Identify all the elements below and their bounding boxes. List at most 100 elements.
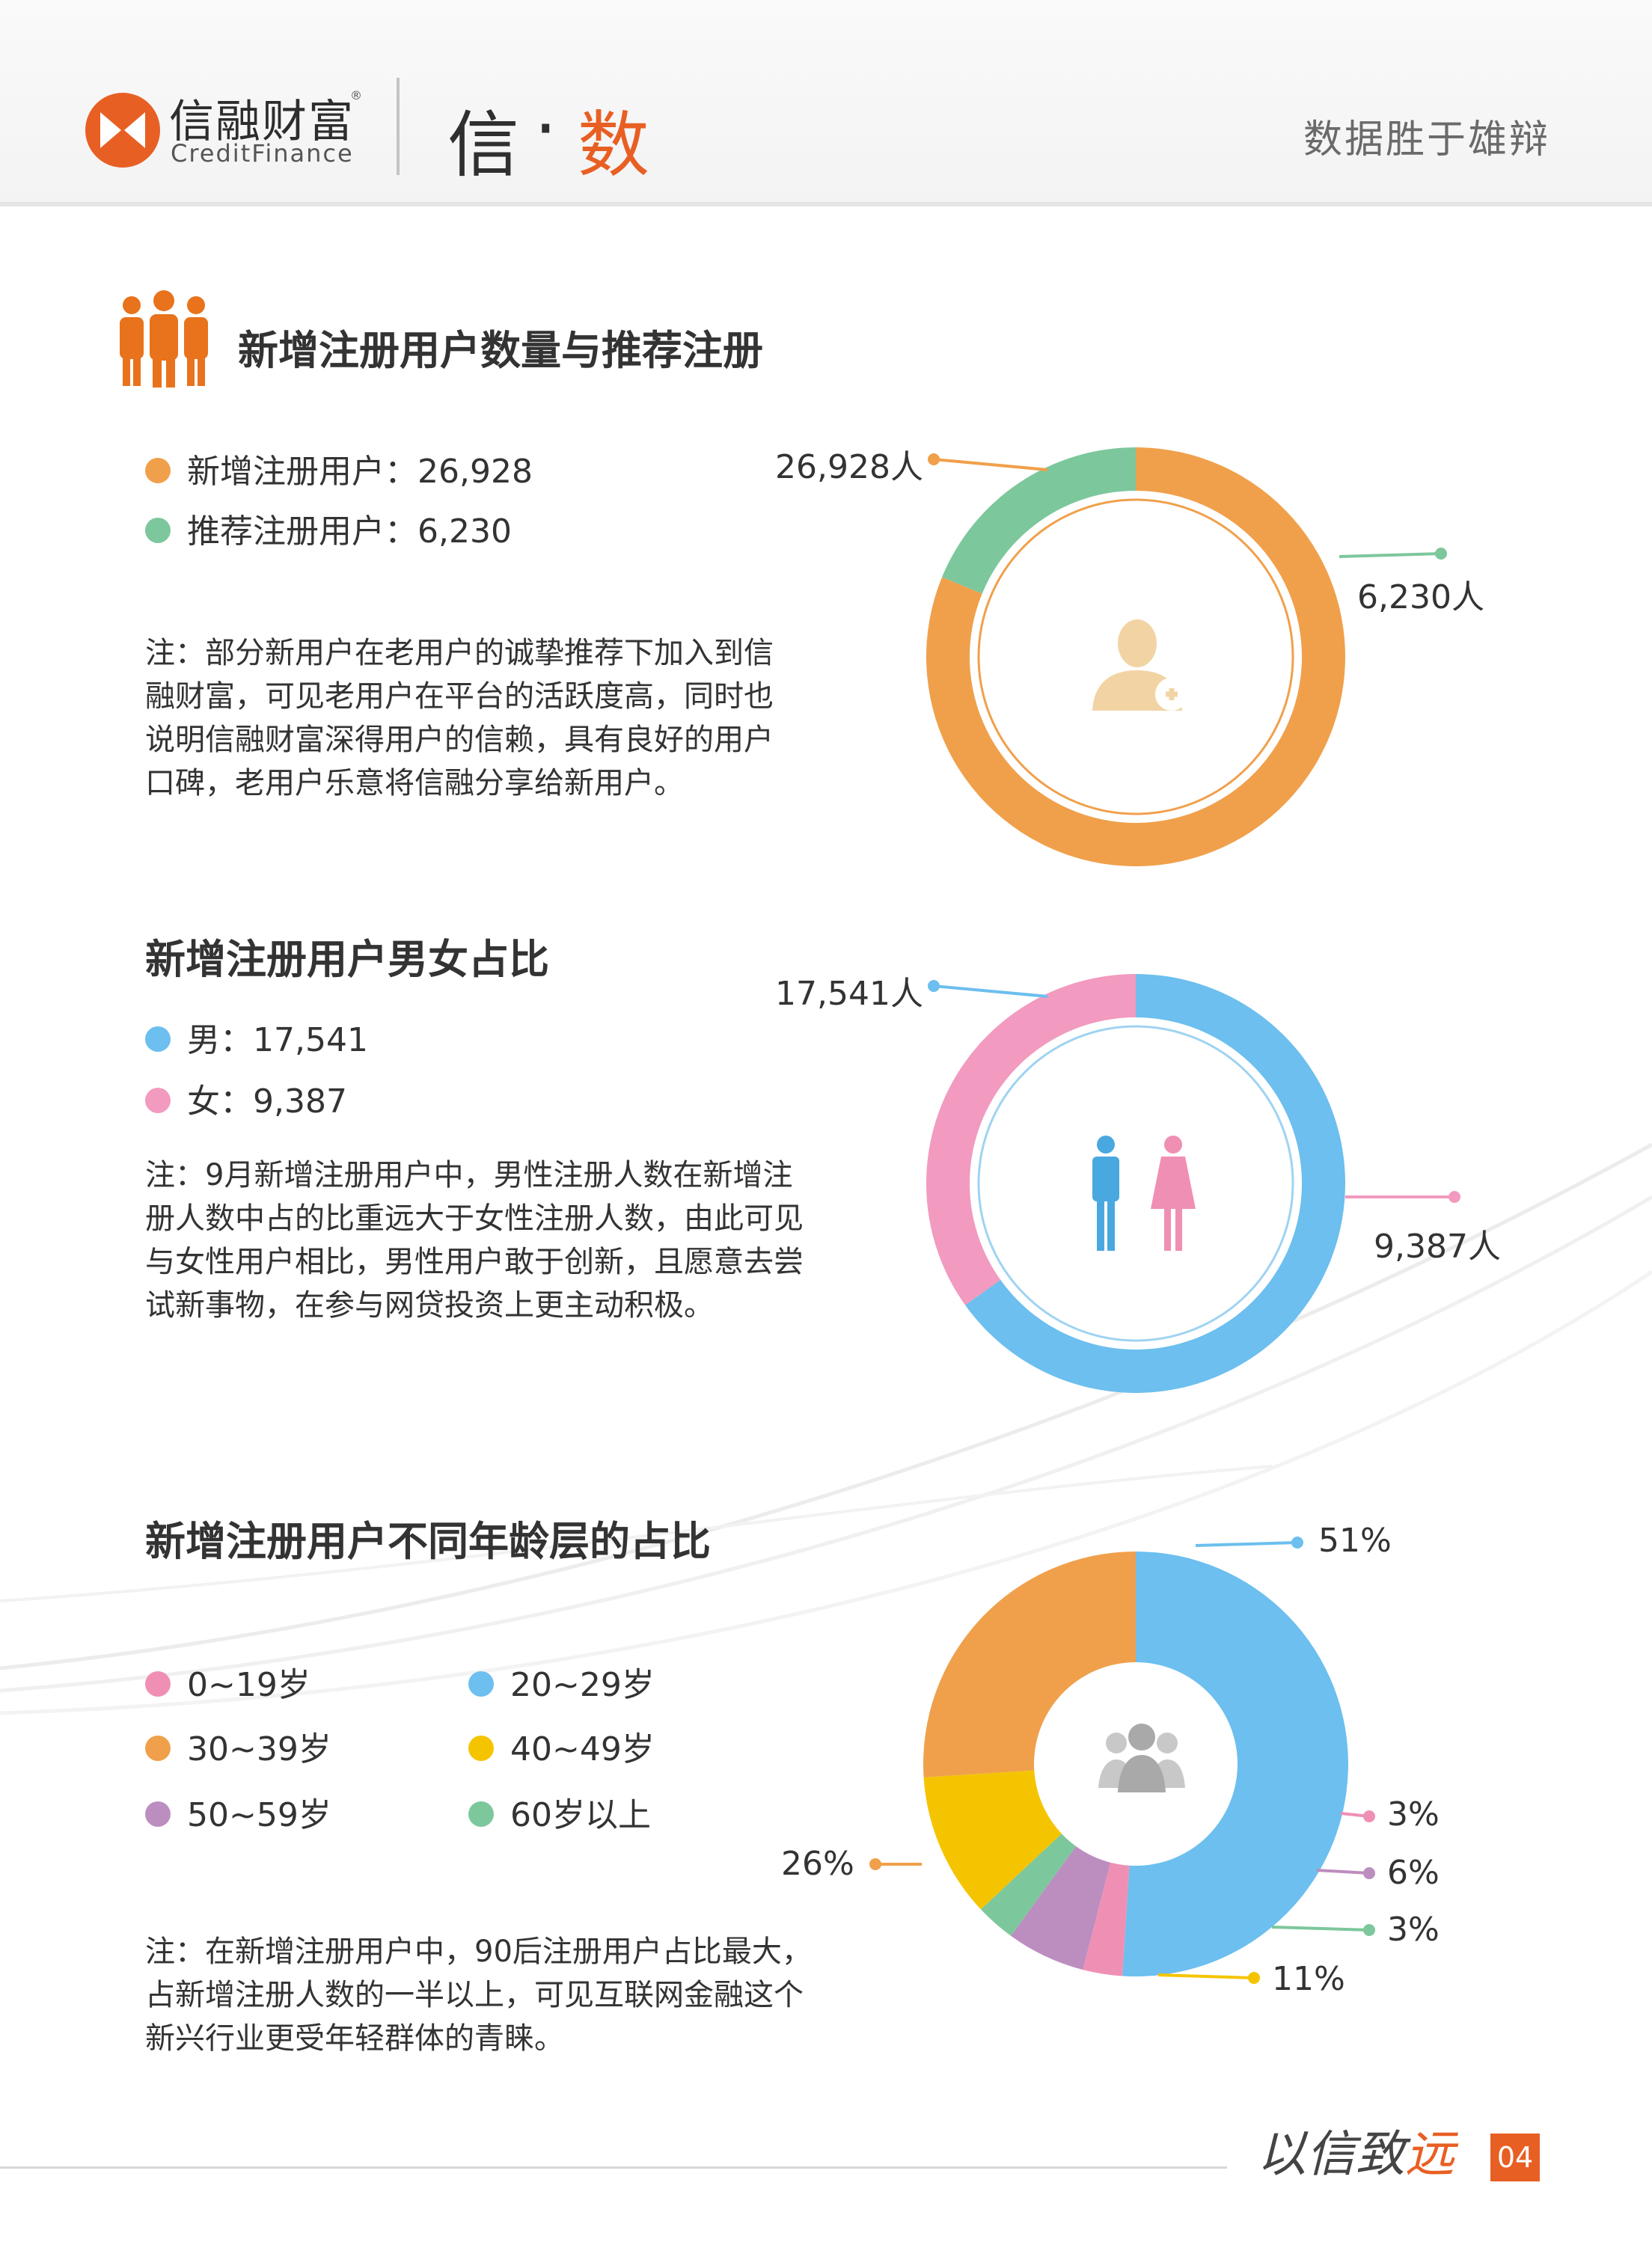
callout-label: 51%	[1318, 1522, 1392, 1560]
leader-dot	[869, 1858, 881, 1870]
legend-label: 男：17,541	[187, 1021, 368, 1059]
callout-label: 3%	[1387, 1911, 1440, 1949]
leader-dot	[928, 453, 940, 465]
slogan: 数据胜于雄辩	[1303, 117, 1551, 162]
leader-dot	[1248, 1972, 1260, 1984]
leader-line	[1316, 1869, 1370, 1875]
section3-title: 新增注册用户不同年龄层的占比	[145, 1518, 711, 1565]
note-line: 注：部分新用户在老用户的诚挚推荐下加入到信	[145, 636, 774, 670]
leader-dot	[1448, 1191, 1460, 1203]
leader-line	[1157, 1973, 1255, 1979]
legend-item: 女：9,387	[145, 1074, 347, 1122]
user-add-icon	[1092, 619, 1188, 711]
legend-label: 0~19岁	[187, 1666, 310, 1704]
legend-dot	[145, 1671, 171, 1697]
page-number: 04	[1490, 2134, 1540, 2181]
note-line: 占新增注册人数的一半以上，可见互联网金融这个	[145, 1978, 804, 2012]
legend-label: 40~49岁	[510, 1730, 655, 1768]
note-line: 融财富，可见老用户在平台的活跃度高，同时也	[145, 679, 774, 714]
callout-label: 17,541人	[775, 975, 923, 1013]
legend-label: 30~39岁	[187, 1730, 331, 1768]
legend-dot	[145, 1801, 171, 1827]
leader-dot	[1363, 1924, 1375, 1936]
background-curves	[0, 1142, 1652, 1715]
callout-label: 26%	[781, 1845, 854, 1883]
legend-dot	[468, 1736, 494, 1761]
user-group-icon	[1098, 1724, 1185, 1792]
brand-char-b: 数	[578, 103, 649, 187]
note-line: 口碑，老用户乐意将信融分享给新用户。	[145, 766, 684, 800]
male-female-icon	[1092, 1136, 1196, 1251]
legend-label: 新增注册用户：26,928	[187, 453, 533, 491]
donut-slice	[926, 974, 1136, 1305]
legend-item: 推荐注册用户：6,230	[145, 504, 512, 552]
header-divider	[397, 78, 400, 175]
logo-icon	[85, 93, 160, 168]
legend-item: 0~19岁	[145, 1658, 310, 1706]
callout-label: 26,928人	[775, 448, 923, 486]
motto-text: 以信致	[1257, 2125, 1405, 2183]
leader-dot	[1435, 548, 1447, 560]
section3-note: 注：在新增注册用户中，90后注册用户占比最大， 占新增注册人数的一半以上，可见互…	[145, 1930, 812, 2060]
legend-item: 50~59岁	[145, 1788, 331, 1836]
note-line: 与女性用户相比，男性用户敢于创新，且愿意去尝	[145, 1245, 804, 1279]
legend-label: 60岁以上	[510, 1796, 651, 1834]
leader-dot	[1363, 1867, 1375, 1879]
leader-dot	[1363, 1810, 1375, 1822]
logo-registered-mark: ®	[350, 88, 362, 102]
leader-line	[933, 984, 1048, 998]
brand-dot: ·	[534, 87, 557, 171]
callout-label: 6,230人	[1357, 578, 1484, 616]
donut-slice	[923, 1770, 1062, 1910]
leader-dot	[1291, 1537, 1303, 1549]
donut-slice	[942, 447, 1136, 594]
legend-label: 推荐注册用户：6,230	[187, 512, 512, 551]
footer-line	[0, 2166, 1227, 2169]
note-line: 注：9月新增注册用户中，男性注册人数在新增注	[145, 1158, 793, 1192]
donut-inner-ring	[977, 498, 1294, 815]
leader-line	[933, 458, 1048, 471]
donut-slice	[1011, 1846, 1111, 1970]
callout-label: 6%	[1387, 1854, 1440, 1892]
section1-title: 新增注册用户数量与推荐注册	[238, 327, 763, 374]
donut-inner-ring	[977, 1025, 1294, 1342]
legend-item: 30~39岁	[145, 1722, 331, 1770]
logo-text-cn: 信融财富	[169, 96, 355, 148]
note-line: 册人数中占的比重远大于女性注册人数，由此可见	[145, 1201, 804, 1236]
legend-dot	[145, 1026, 171, 1052]
legend-dot	[145, 518, 171, 543]
legend-dot	[468, 1671, 494, 1697]
donut-slice	[980, 1834, 1077, 1936]
motto-accent: 远	[1405, 2125, 1454, 2183]
leader-line	[1339, 552, 1442, 558]
note-line: 说明信融财富深得用户的信赖，具有良好的用户	[145, 723, 774, 757]
legend-dot	[145, 1736, 171, 1761]
legend-item: 男：17,541	[145, 1013, 368, 1061]
section2-title: 新增注册用户男女占比	[145, 936, 549, 983]
legend-label: 20~29岁	[510, 1666, 655, 1704]
leader-dot	[928, 980, 940, 992]
note-line: 注：在新增注册用户中，90后注册用户占比最大，	[145, 1935, 812, 1969]
legend-item: 60岁以上	[468, 1788, 651, 1836]
callout-label: 3%	[1387, 1795, 1440, 1834]
leader-line	[1271, 1926, 1370, 1932]
brand-char-a: 信	[447, 103, 519, 187]
section1-note: 注：部分新用户在老用户的诚挚推荐下加入到信 融财富，可见老用户在平台的活跃度高，…	[145, 631, 774, 805]
legend-label: 50~59岁	[187, 1796, 331, 1834]
legend-item: 40~49岁	[468, 1722, 655, 1770]
legend-item: 20~29岁	[468, 1658, 655, 1706]
note-line: 新兴行业更受年轻群体的青睐。	[145, 2021, 564, 2056]
legend-label: 女：9,387	[187, 1082, 347, 1121]
donut-slice	[923, 1552, 1136, 1777]
donut-slice	[1083, 1862, 1130, 1976]
donut-slice	[1122, 1552, 1348, 1976]
people-group-icon	[120, 290, 208, 388]
callout-label: 9,387人	[1374, 1228, 1501, 1266]
legend-item: 新增注册用户：26,928	[145, 444, 533, 492]
legend-dot	[145, 1088, 171, 1113]
section2-note: 注：9月新增注册用户中，男性注册人数在新增注 册人数中占的比重远大于女性注册人数…	[145, 1154, 804, 1327]
note-line: 试新事物，在参与网贷投资上更主动积极。	[145, 1288, 714, 1323]
footer-motto: 以信致远	[1257, 2114, 1454, 2186]
legend-dot	[468, 1801, 494, 1827]
